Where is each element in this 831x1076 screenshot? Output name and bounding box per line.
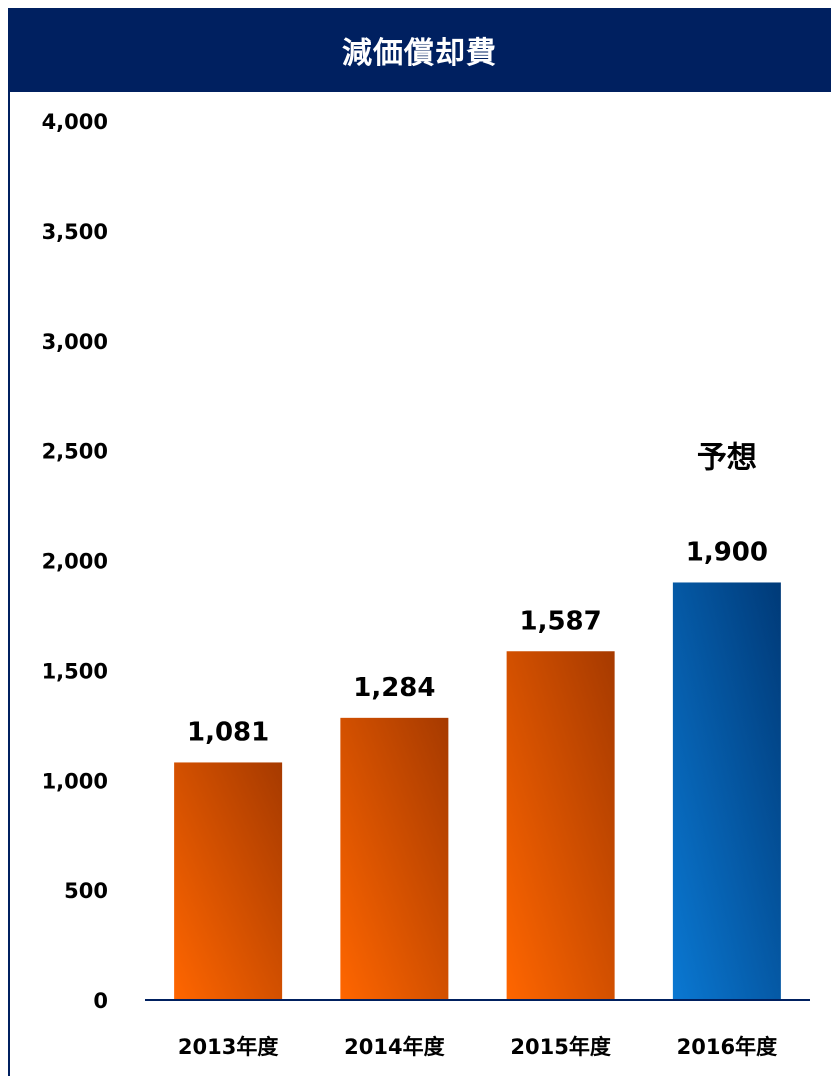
y-tick-label: 2,000	[42, 550, 108, 574]
bar	[672, 582, 781, 1000]
forecast-annotation: 予想	[697, 440, 757, 475]
bar	[174, 762, 283, 1000]
data-label: 1,900	[686, 537, 768, 567]
bar	[340, 717, 449, 1000]
data-label: 1,284	[353, 673, 435, 703]
x-tick-label: 2015年度	[510, 1035, 610, 1059]
y-tick-label: 0	[93, 989, 108, 1013]
data-label: 1,587	[520, 606, 602, 636]
chart-title: 減価償却費	[342, 36, 497, 71]
y-tick-label: 2,500	[42, 440, 108, 464]
x-tick-label: 2014年度	[344, 1035, 444, 1059]
x-tick-label: 2013年度	[178, 1035, 278, 1059]
chart-header: 減価償却費	[8, 8, 831, 92]
y-tick-label: 3,000	[42, 330, 108, 354]
x-tick-label: 2016年度	[677, 1035, 777, 1059]
frame-left-border	[8, 92, 10, 1076]
y-tick-label: 1,500	[42, 659, 108, 683]
y-tick-label: 500	[64, 879, 108, 903]
y-tick-label: 4,000	[42, 110, 108, 134]
bar	[506, 651, 615, 1000]
y-tick-label: 1,000	[42, 769, 108, 793]
y-tick-label: 3,500	[42, 220, 108, 244]
data-label: 1,081	[187, 717, 269, 747]
